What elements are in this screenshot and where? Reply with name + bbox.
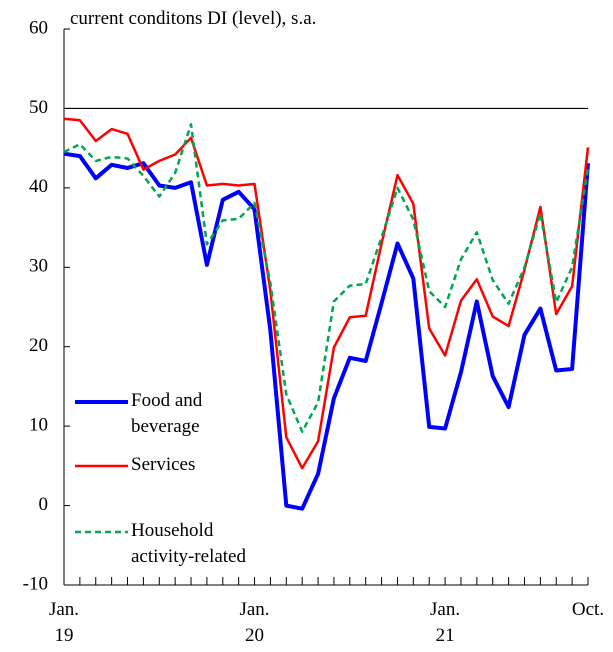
x-tick-label: Jan. 20 (239, 599, 270, 646)
legend-label: Household activity-related (131, 518, 246, 570)
y-tick-label: -10 (23, 573, 48, 594)
y-tick-label: 60 (29, 17, 48, 38)
series-line (63, 117, 590, 470)
legend-label: Food and beverage (131, 388, 203, 440)
y-tick-label: 30 (29, 256, 48, 277)
x-tick-label: Oct. (571, 599, 605, 620)
y-tick-label: 20 (29, 335, 48, 356)
y-tick-label: 10 (29, 415, 48, 436)
x-tick-label: Jan. 19 (48, 599, 80, 646)
y-tick-label: 50 (29, 97, 48, 118)
x-tick-label: Jan. 21 (430, 599, 461, 646)
chart-title: current conditons DI (level), s.a. (70, 8, 317, 29)
legend-label: Services (131, 452, 196, 478)
y-tick-label: 40 (29, 176, 48, 197)
series-line (63, 151, 590, 511)
y-tick-label: 0 (39, 494, 49, 515)
